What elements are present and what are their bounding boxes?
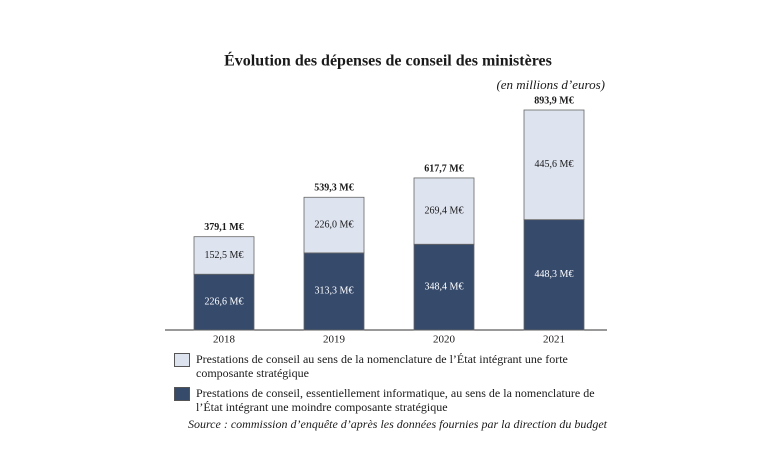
bar-segment <box>523 219 585 331</box>
x-tick-label: 2018 <box>213 334 236 346</box>
legend-entry: Prestations de conseil au sens de la nom… <box>172 352 612 380</box>
total-label: 539,3 M€ <box>314 183 353 194</box>
total-label: 617,7 M€ <box>424 163 463 174</box>
data-label: 348,4 M€ <box>425 281 464 292</box>
total-label: 379,1 M€ <box>204 222 243 233</box>
data-label: 445,6 M€ <box>535 159 574 170</box>
bar-segment <box>303 196 365 254</box>
x-tick-label: 2021 <box>543 334 565 346</box>
bar-segment <box>413 177 475 245</box>
source: Source : commission d’enquête d’après le… <box>188 417 608 431</box>
legend-swatch <box>174 387 190 401</box>
legend-entry: Prestations de conseil, essentiellement … <box>172 386 612 414</box>
data-label: 313,3 M€ <box>315 286 354 297</box>
legend-swatch <box>174 353 190 367</box>
legend: Prestations de conseil au sens de la nom… <box>172 352 612 420</box>
bar-segment <box>413 243 475 331</box>
bar-segment <box>193 273 255 331</box>
total-label: 893,9 M€ <box>534 95 573 106</box>
chart-title: Évolution des dépenses de conseil des mi… <box>224 51 552 70</box>
data-label: 448,3 M€ <box>535 269 574 280</box>
legend-label: Prestations de conseil au sens de la nom… <box>196 352 568 380</box>
data-label: 269,4 M€ <box>425 205 464 216</box>
bar-segment <box>523 109 585 221</box>
data-label: 226,0 M€ <box>315 219 354 230</box>
chart-subtitle: (en millions d’euros) <box>496 77 605 92</box>
bar-segment <box>193 236 255 275</box>
x-tick-label: 2020 <box>433 334 456 346</box>
x-tick-label: 2019 <box>323 334 346 346</box>
data-label: 226,6 M€ <box>205 296 244 307</box>
data-label: 152,5 M€ <box>205 250 244 261</box>
legend-label: Prestations de conseil, essentiellement … <box>196 386 595 414</box>
